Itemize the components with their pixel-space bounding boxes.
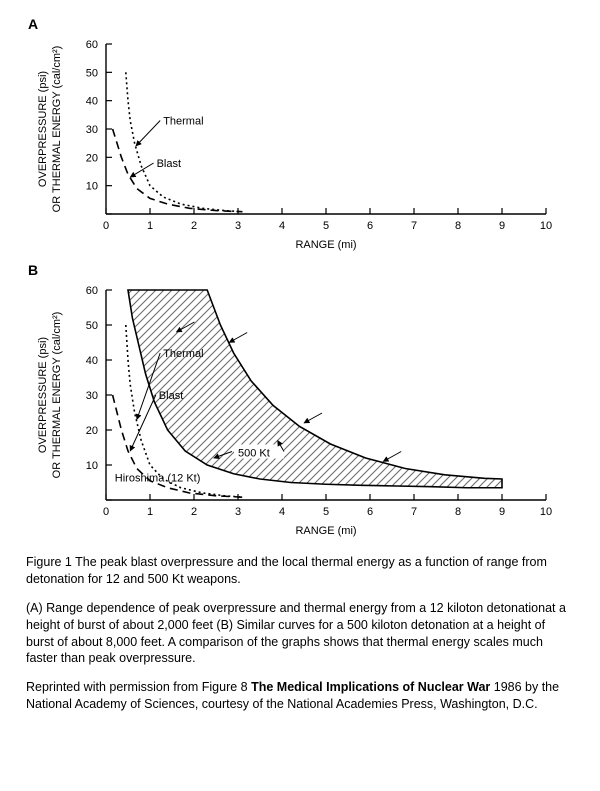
svg-text:50: 50 <box>86 67 98 79</box>
svg-text:8: 8 <box>455 506 461 518</box>
svg-text:40: 40 <box>86 96 98 108</box>
svg-text:Blast: Blast <box>159 390 183 402</box>
svg-text:6: 6 <box>367 220 373 232</box>
svg-text:OVERPRESSURE (psi): OVERPRESSURE (psi) <box>37 71 49 187</box>
svg-text:5: 5 <box>323 220 329 232</box>
svg-text:6: 6 <box>367 506 373 518</box>
svg-text:OR THERMAL ENERGY (cal/cm²): OR THERMAL ENERGY (cal/cm²) <box>51 312 63 479</box>
caption-p3: Reprinted with permission from Figure 8 … <box>26 679 574 713</box>
svg-text:OVERPRESSURE (psi): OVERPRESSURE (psi) <box>37 337 49 453</box>
svg-text:20: 20 <box>86 425 98 437</box>
svg-text:4: 4 <box>279 506 285 518</box>
svg-text:Hiroshima (12 Kt): Hiroshima (12 Kt) <box>115 472 201 484</box>
svg-text:40: 40 <box>86 355 98 367</box>
svg-text:Thermal: Thermal <box>163 116 203 128</box>
svg-text:60: 60 <box>86 39 98 51</box>
svg-text:RANGE (mi): RANGE (mi) <box>295 525 356 537</box>
svg-text:50: 50 <box>86 320 98 332</box>
svg-text:30: 30 <box>86 390 98 402</box>
svg-text:3: 3 <box>235 506 241 518</box>
svg-text:500 Kt: 500 Kt <box>238 448 270 460</box>
svg-text:10: 10 <box>86 460 98 472</box>
svg-text:Blast: Blast <box>157 158 181 170</box>
svg-text:1: 1 <box>147 220 153 232</box>
chart-b: 0 1 2 3 4 5 6 7 8 9 10 10 20 30 40 50 60 RANGE (mi) OVERPR… <box>22 280 578 540</box>
svg-text:9: 9 <box>499 506 505 518</box>
panel-b-label: B <box>28 262 578 278</box>
svg-text:3: 3 <box>235 220 241 232</box>
chart-a: 0 1 2 3 4 5 6 7 8 9 10 10 20 30 40 50 60 RANGE (mi) OVERPR… <box>22 34 578 254</box>
svg-text:5: 5 <box>323 506 329 518</box>
svg-text:7: 7 <box>411 220 417 232</box>
svg-text:9: 9 <box>499 220 505 232</box>
svg-text:7: 7 <box>411 506 417 518</box>
svg-text:2: 2 <box>191 220 197 232</box>
svg-text:1: 1 <box>147 506 153 518</box>
svg-text:10: 10 <box>540 220 552 232</box>
svg-text:0: 0 <box>103 220 109 232</box>
svg-text:60: 60 <box>86 285 98 297</box>
svg-text:0: 0 <box>103 506 109 518</box>
svg-text:30: 30 <box>86 124 98 136</box>
caption-p1: Figure 1 The peak blast overpressure and… <box>26 554 574 588</box>
svg-text:20: 20 <box>86 152 98 164</box>
svg-text:8: 8 <box>455 220 461 232</box>
svg-text:Thermal: Thermal <box>163 348 203 360</box>
panel-a-label: A <box>28 16 578 32</box>
svg-text:RANGE (mi): RANGE (mi) <box>295 239 356 251</box>
caption-p2: (A) Range dependence of peak overpressur… <box>26 600 574 668</box>
svg-text:OR THERMAL ENERGY (cal/cm²): OR THERMAL ENERGY (cal/cm²) <box>51 46 63 213</box>
svg-text:2: 2 <box>191 506 197 518</box>
figure-caption: Figure 1 The peak blast overpressure and… <box>26 554 574 713</box>
svg-text:10: 10 <box>86 181 98 193</box>
svg-text:4: 4 <box>279 220 285 232</box>
svg-text:10: 10 <box>540 506 552 518</box>
